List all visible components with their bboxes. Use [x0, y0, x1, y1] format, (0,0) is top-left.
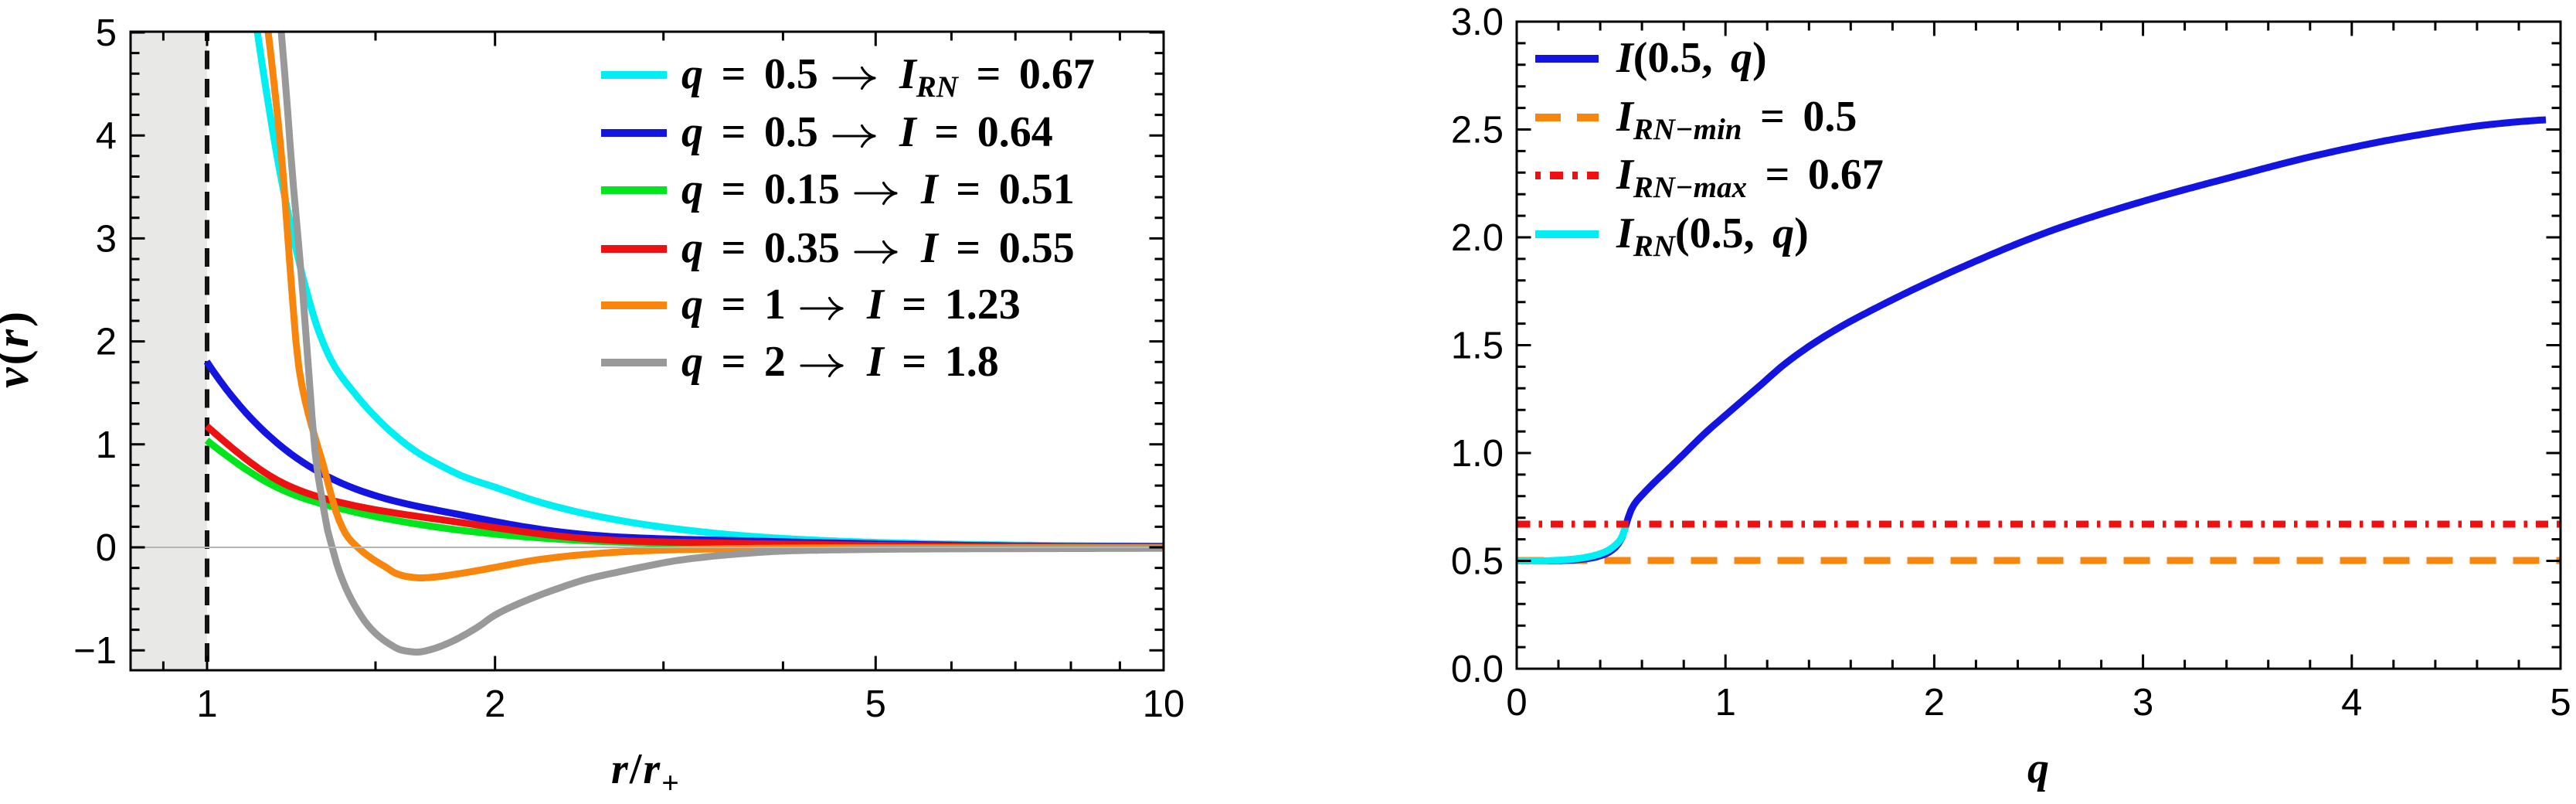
svg-text:1.0: 1.0	[1451, 433, 1504, 475]
svg-text:3.0: 3.0	[1451, 2, 1504, 43]
svg-text:I = 0.64: I = 0.64	[899, 108, 1053, 156]
svg-text:I = 1.8: I = 1.8	[866, 338, 999, 386]
svg-text:3: 3	[2133, 682, 2153, 724]
svg-text:2.0: 2.0	[1451, 217, 1504, 259]
svg-text:1: 1	[96, 424, 117, 466]
svg-text:0: 0	[96, 527, 117, 569]
svg-text:0.0: 0.0	[1451, 649, 1504, 690]
svg-text:3: 3	[96, 218, 117, 260]
svg-text:q: q	[2027, 744, 2049, 792]
svg-text:1.5: 1.5	[1451, 325, 1504, 367]
svg-text:v(r): v(r)	[0, 309, 38, 388]
svg-text:q = 1: q = 1	[681, 281, 786, 329]
svg-text:10: 10	[1143, 683, 1185, 725]
svg-text:0.5: 0.5	[1451, 541, 1504, 583]
svg-text:q = 0.15: q = 0.15	[681, 165, 840, 213]
svg-text:2: 2	[1924, 682, 1945, 724]
svg-text:0: 0	[1506, 682, 1527, 724]
svg-text:r/r+: r/r+	[611, 745, 681, 800]
svg-text:5: 5	[2550, 682, 2571, 724]
svg-text:2.5: 2.5	[1451, 110, 1504, 152]
svg-text:4: 4	[2341, 682, 2362, 724]
svg-text:q = 0.35: q = 0.35	[681, 224, 840, 272]
svg-text:I = 1.23: I = 1.23	[866, 281, 1021, 329]
svg-text:q = 0.5: q = 0.5	[681, 50, 818, 98]
svg-text:2: 2	[484, 683, 505, 725]
svg-text:5: 5	[96, 12, 117, 54]
svg-text:4: 4	[96, 115, 117, 157]
svg-text:5: 5	[865, 683, 886, 725]
svg-text:IRN = 0.67: IRN = 0.67	[899, 50, 1095, 104]
svg-text:1: 1	[1715, 682, 1736, 724]
svg-text:I = 0.51: I = 0.51	[920, 165, 1075, 213]
svg-text:q = 0.5: q = 0.5	[681, 108, 818, 156]
svg-text:I = 0.55: I = 0.55	[920, 224, 1075, 272]
svg-text:−1: −1	[73, 630, 117, 672]
svg-text:I(0.5, q): I(0.5, q)	[1616, 34, 1767, 82]
svg-text:1: 1	[196, 683, 217, 725]
svg-text:q = 2: q = 2	[681, 338, 786, 386]
svg-text:2: 2	[96, 322, 117, 363]
